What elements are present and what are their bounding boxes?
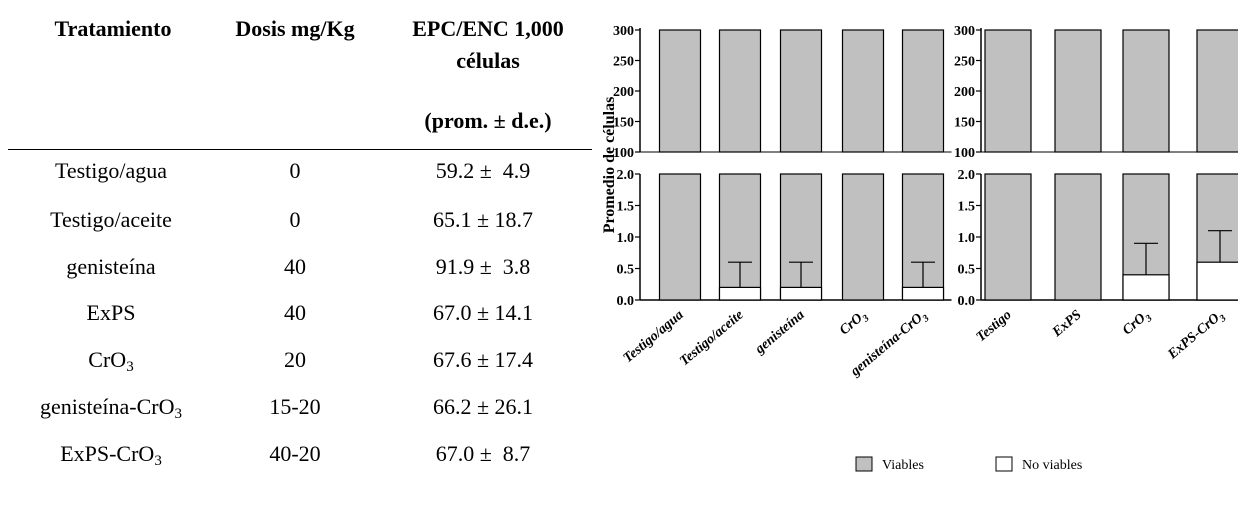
cell-dose: 15-20 <box>269 394 321 419</box>
header-dose: Dosis mg/Kg <box>235 16 355 41</box>
tick-label: 1.0 <box>958 231 976 246</box>
cell-treatment: ExPS-CrO3 <box>6 439 216 469</box>
header-treatment: Tratamiento <box>54 16 172 41</box>
category-label: ExPS-CrO3 <box>1165 308 1229 366</box>
bar-viables-lower <box>984 173 1032 301</box>
bar-viables-upper <box>841 29 885 153</box>
bar-viables-lower <box>1054 173 1102 301</box>
cell-epc-value: 66.2 ± 26.1 <box>432 394 534 419</box>
bar-viables-upper <box>984 29 1032 153</box>
legend-label-no-viables: No viables <box>1022 458 1082 473</box>
cell-dose: 40-20 <box>269 441 321 466</box>
treatment-name: genisteína-CrO <box>40 394 175 419</box>
tick-label: 300 <box>613 24 634 39</box>
legend-swatch-no-viables <box>995 456 1013 472</box>
cell-dose: 20 <box>284 347 306 372</box>
tick-label: 150 <box>613 116 634 131</box>
chart-right: 100 150 200 250 300 0.0 0.5 1.0 1.5 2.0 Testigo ExP… <box>954 24 1238 366</box>
treatment-name: ExPS-CrO <box>60 441 155 466</box>
cell-treatment: Testigo/aceite <box>6 205 216 235</box>
bar-no-viables <box>901 286 945 301</box>
chart-left: 1001502002503000.00.51.01.52.0Testigo/ag… <box>601 24 952 380</box>
treatment-subscript: 3 <box>174 406 182 422</box>
results-table: Tratamiento Dosis mg/Kg EPC/ENC 1,000 cé… <box>0 0 592 518</box>
category-label: genisteína <box>752 308 808 358</box>
tick-label: 200 <box>954 85 975 100</box>
header-rule <box>8 149 592 150</box>
legend-label-viables: Viables <box>882 458 924 473</box>
tick-label: 2.0 <box>958 168 976 183</box>
cell-dose: 0 <box>289 158 301 183</box>
y-axis-label: Promedio de células <box>601 97 618 234</box>
tick-label: 2.0 <box>617 168 635 183</box>
bar-viables-lower <box>841 173 885 301</box>
cell-treatment: CrO3 <box>6 345 216 375</box>
cell-epc-value: 67.6 ± 17.4 <box>432 347 534 372</box>
tick-label: 100 <box>613 146 634 161</box>
cell-epc-value: 91.9 ± 3.8 <box>435 254 531 279</box>
bar-viables-upper <box>1196 29 1238 153</box>
cell-epc-value: 67.0 ± 14.1 <box>432 300 534 325</box>
cell-treatment: genisteína-CrO3 <box>6 392 216 422</box>
treatment-name: Testigo/aceite <box>50 207 172 232</box>
cell-epc-value: 67.0 ± 8.7 <box>435 441 531 466</box>
category-label: Testigo <box>974 308 1015 346</box>
cell-dose: 40 <box>284 300 306 325</box>
viability-charts: 1001502002503000.00.51.01.52.0Testigo/ag… <box>601 24 1238 473</box>
tick-label: 0.5 <box>617 263 635 278</box>
tick-label: 0.0 <box>958 294 976 309</box>
bar-viables-upper <box>718 29 762 153</box>
cell-epc-value: 65.1 ± 18.7 <box>432 207 534 232</box>
category-label: CrO3 <box>1120 308 1154 341</box>
tick-label: 0.5 <box>958 263 976 278</box>
tick-label: 150 <box>954 116 975 131</box>
tick-label: 1.5 <box>958 200 976 215</box>
bar-viables-upper <box>901 29 945 153</box>
bar-no-viables <box>1196 261 1238 301</box>
treatment-subscript: 3 <box>126 359 134 375</box>
cell-treatment: genisteína <box>6 252 216 282</box>
cell-dose: 0 <box>289 207 301 232</box>
category-label: ExPS <box>1049 307 1085 340</box>
bar-viables-upper <box>658 29 702 153</box>
tick-label: 250 <box>613 55 634 70</box>
bar-viables-lower <box>658 173 702 301</box>
tick-label: 1.5 <box>617 200 635 215</box>
tick-label: 1.0 <box>617 231 635 246</box>
cell-epc-value: 59.2 ± 4.9 <box>435 158 531 183</box>
legend-swatch-viables <box>855 456 873 472</box>
treatment-name: Testigo/agua <box>54 158 168 183</box>
category-label: Testigo/aceite <box>677 308 746 370</box>
category-label: CrO3 <box>837 308 871 341</box>
tick-label: 200 <box>613 85 634 100</box>
tick-label: 100 <box>954 146 975 161</box>
treatment-subscript: 3 <box>154 453 162 469</box>
tick-label: 300 <box>954 24 975 39</box>
treatment-name: ExPS <box>86 300 136 325</box>
bar-no-viables <box>779 286 823 301</box>
bar-no-viables <box>1122 274 1170 301</box>
treatment-name: CrO <box>88 347 127 372</box>
header-epc-line3: (prom. ± d.e.) <box>424 108 552 133</box>
cell-treatment: ExPS <box>6 298 216 328</box>
tick-label: 250 <box>954 55 975 70</box>
header-epc-line2: células <box>456 48 520 73</box>
header-epc-line1: EPC/ENC 1,000 <box>412 16 564 41</box>
legend: Viables No viables <box>855 456 1082 473</box>
bar-viables-upper <box>779 29 823 153</box>
treatment-name: genisteína <box>66 254 156 279</box>
bar-no-viables <box>718 286 762 301</box>
cell-treatment: Testigo/agua <box>6 156 216 186</box>
bar-viables-upper <box>1054 29 1102 153</box>
bar-viables-upper <box>1122 29 1170 153</box>
cell-dose: 40 <box>284 254 306 279</box>
tick-label: 0.0 <box>617 294 635 309</box>
